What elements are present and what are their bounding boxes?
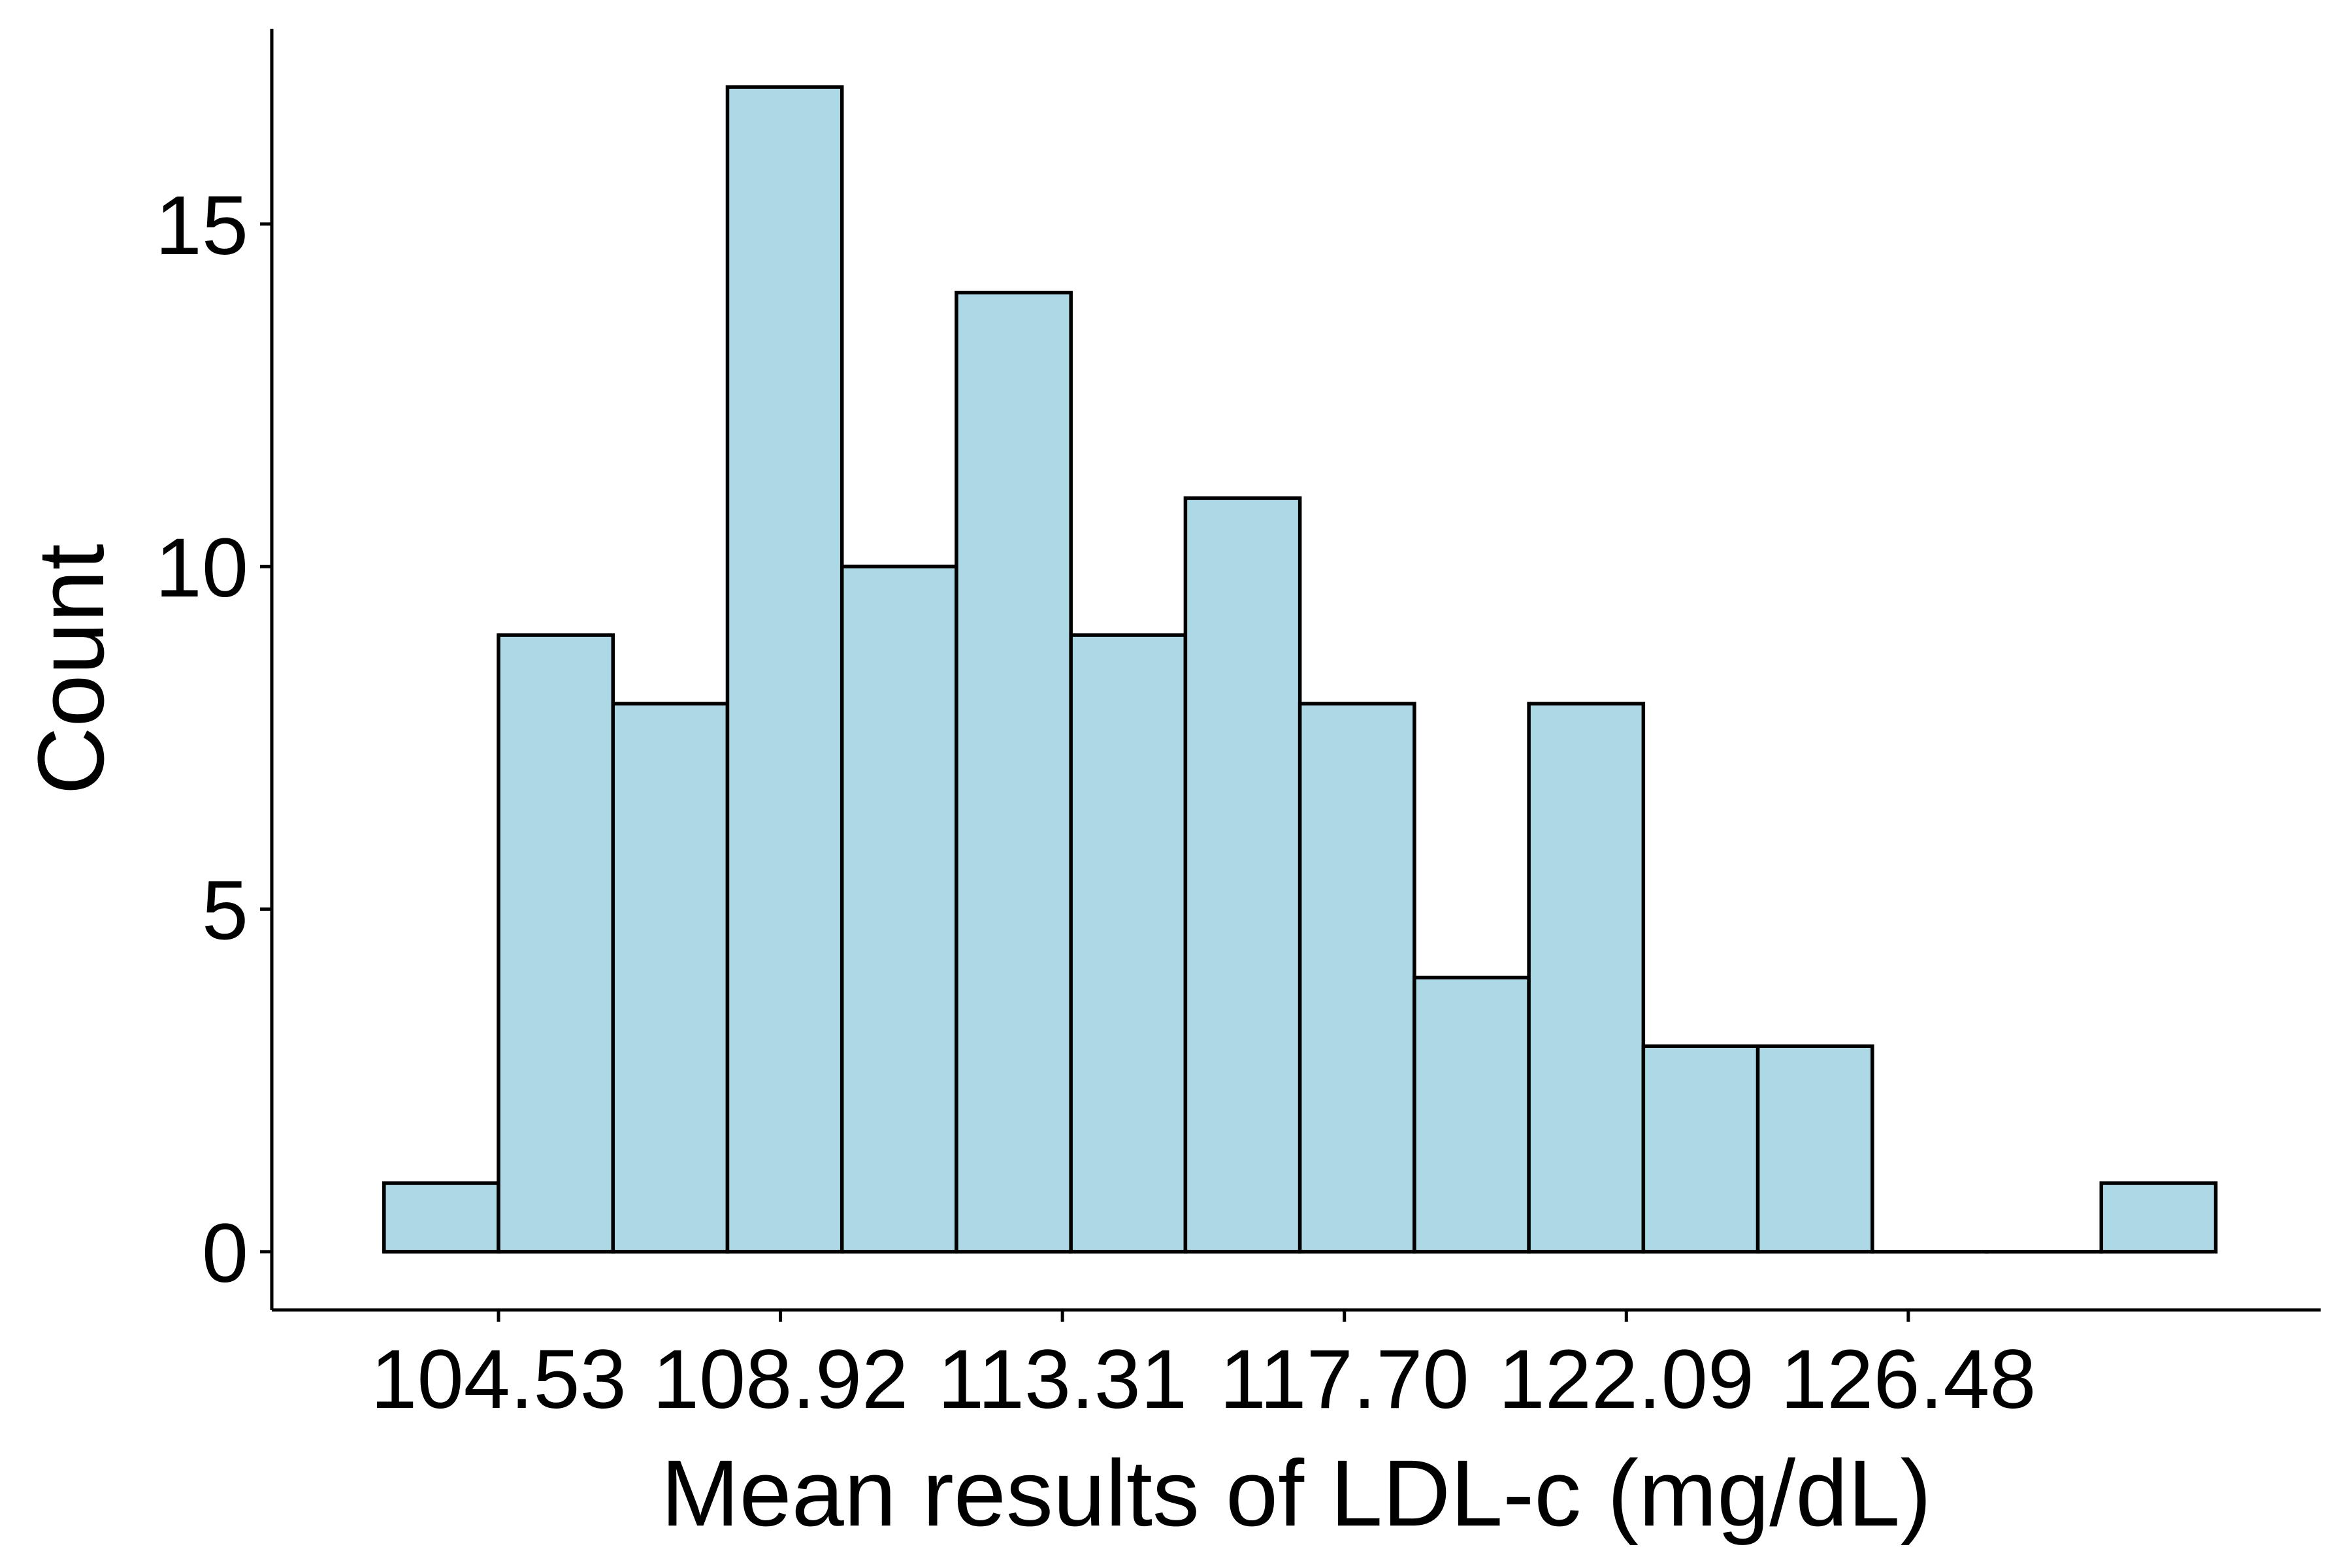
bars-group (382, 85, 2218, 1254)
histogram-bar (1298, 702, 1416, 1254)
histogram-bar (955, 290, 1073, 1254)
histogram-bar (1756, 1044, 1874, 1254)
y-ticks-group: 0 5 10 15 (155, 179, 272, 1300)
histogram-bar (840, 564, 958, 1254)
x-axis-title: Mean results of LDL-c (mg/dL) (661, 1441, 1932, 1546)
histogram-bar (1641, 1044, 1760, 1254)
y-tick-label: 15 (155, 179, 248, 272)
histogram-bar (2099, 1181, 2218, 1254)
y-axis-title: Count (18, 544, 123, 794)
x-tick-label: 126.48 (1780, 1333, 2036, 1426)
x-tick-label: 117.70 (1220, 1333, 1469, 1426)
x-tick-label: 113.31 (938, 1333, 1187, 1426)
y-tick-label: 10 (155, 521, 248, 615)
histogram-bar (382, 1181, 500, 1254)
x-ticks-group: 104.53 108.92 113.31 117.70 122.09 126.48 (370, 1310, 2036, 1426)
histogram-bar (1183, 496, 1302, 1254)
histogram-bar (725, 85, 844, 1254)
x-tick-label: 108.92 (653, 1333, 909, 1426)
axes-group (270, 29, 2321, 1312)
y-tick-label: 5 (202, 864, 248, 958)
y-tick-label: 0 (202, 1207, 248, 1300)
histogram-bar (1527, 702, 1646, 1254)
histogram-bar (611, 702, 730, 1254)
histogram-bar (1069, 633, 1188, 1254)
histogram-bar (497, 633, 615, 1254)
x-tick-label: 122.09 (1499, 1333, 1755, 1426)
x-tick-label: 104.53 (370, 1333, 627, 1426)
histogram-bar (1413, 975, 1531, 1254)
